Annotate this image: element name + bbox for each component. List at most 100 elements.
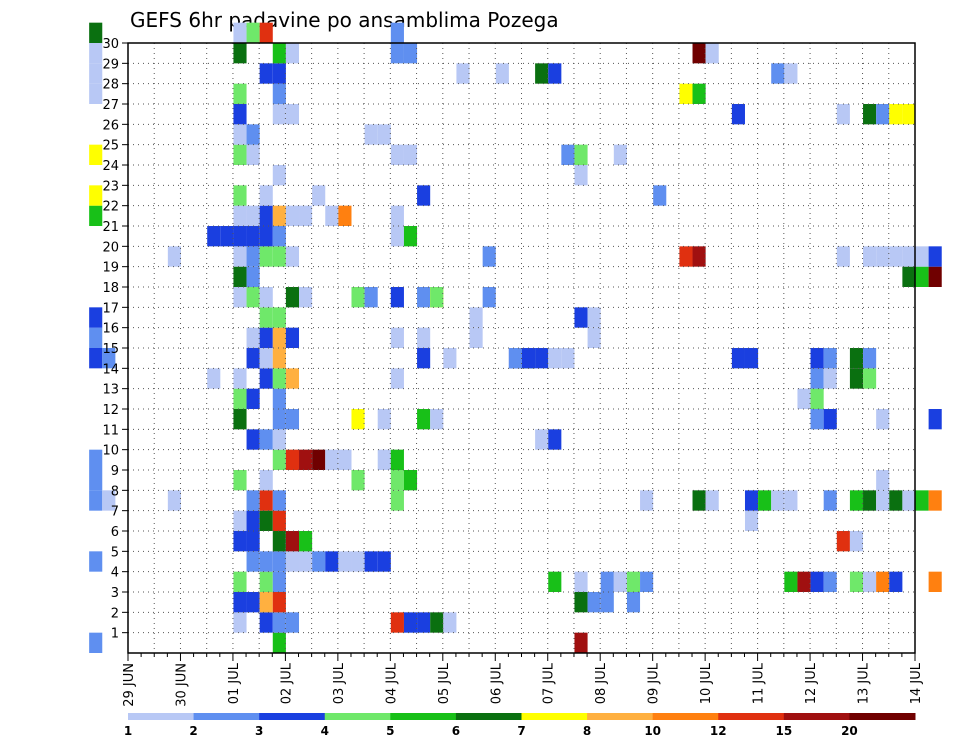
heatmap-cell [390,287,404,308]
heatmap-cell [272,388,286,409]
heatmap-cell [285,104,300,125]
y-tick-label: 5 [111,545,119,560]
heatmap-cell [89,551,103,572]
colorbar-label: 2 [189,724,197,738]
heatmap-cell [259,246,273,267]
heatmap-cell [836,246,850,267]
heatmap-cell [299,531,313,552]
y-tick-label: 15 [102,342,119,357]
y-tick-label: 21 [102,220,119,235]
heatmap-cell [403,43,418,64]
heatmap-cell [285,205,300,226]
x-tick-label: 04 JUL [384,662,399,704]
y-tick-label: 20 [102,240,119,255]
heatmap-cell [417,409,431,430]
heatmap-cell [272,83,286,104]
heatmap-cell [167,246,181,267]
heatmap-cell [692,246,706,267]
heatmap-cell [272,165,286,186]
heatmap-cell [233,510,247,531]
heatmap-cell [928,266,942,287]
heatmap-cell [495,63,509,84]
heatmap-cell [220,226,234,247]
heatmap-cell [272,368,286,389]
heatmap-cell [836,104,850,125]
y-tick-label: 1 [111,627,119,642]
heatmap-cell [272,307,286,328]
colorbar-label: 8 [583,724,591,738]
heatmap-cell [89,83,103,104]
heatmap-cell [902,104,916,125]
heatmap-cell [89,449,103,470]
heatmap-cell [312,449,326,470]
heatmap-cell [863,490,877,511]
heatmap-cell [823,348,837,369]
heatmap-cell [233,571,247,592]
heatmap-cell [692,83,706,104]
heatmap-cell [417,287,431,308]
heatmap-cell [902,490,916,511]
heatmap-cell [810,388,824,409]
x-tick-label: 07 JUL [542,662,557,704]
heatmap-cell [587,307,601,328]
heatmap-cell [364,287,378,308]
heatmap-cell [613,144,627,165]
colorbar-label: 12 [710,724,727,738]
heatmap-cell [548,571,562,592]
heatmap-cell [272,246,286,267]
heatmap-cell [233,368,247,389]
heatmap-cell [574,632,588,653]
heatmap-cell [102,348,116,369]
heatmap-cell [259,551,273,572]
heatmap-cell [797,571,811,592]
heatmap-cell [902,246,916,267]
heatmap-cell [443,348,457,369]
heatmap-cell [233,144,247,165]
heatmap-cell [259,348,273,369]
heatmap-cell [771,490,785,511]
heatmap-cell [535,63,549,84]
heatmap-cell [535,429,549,450]
heatmap-cell [784,490,798,511]
heatmap-cell [285,551,300,572]
heatmap-cell [207,368,221,389]
heatmap-cell [390,22,404,43]
heatmap-cell [272,592,286,613]
heatmap-cell [312,185,326,206]
heatmap-cell [246,592,260,613]
heatmap-cell [430,409,444,430]
heatmap-cell [338,551,352,572]
y-tick-label: 18 [102,281,119,296]
x-tick-label: 30 JUN [174,663,189,707]
heatmap-cell [731,348,745,369]
y-tick-label: 28 [102,78,119,93]
heatmap-cell [246,22,260,43]
heatmap-cell [312,551,326,572]
heatmap-cell [587,592,601,613]
heatmap-cell [272,104,286,125]
heatmap-cell [653,185,667,206]
heatmap-cell [928,490,942,511]
heatmap-cell [167,490,181,511]
y-tick-label: 26 [102,118,119,133]
heatmap-cell [246,327,260,348]
heatmap-cell [285,449,300,470]
heatmap-cell [246,287,260,308]
heatmap-cell [705,43,719,64]
heatmap-cell [797,388,811,409]
heatmap-cell [246,490,260,511]
heatmap-cell [823,368,837,389]
heatmap-cell [849,368,864,389]
y-tick-label: 22 [102,200,119,215]
colorbar-swatch [587,713,654,720]
heatmap-cell [744,510,759,531]
heatmap-cell [233,287,247,308]
heatmap-cell [640,490,654,511]
heatmap-cell [889,104,903,125]
heatmap-cell [351,551,365,572]
heatmap-cell [89,348,103,369]
heatmap-cell [285,246,300,267]
colorbar-label: 7 [517,724,525,738]
heatmap-cell [259,612,273,633]
